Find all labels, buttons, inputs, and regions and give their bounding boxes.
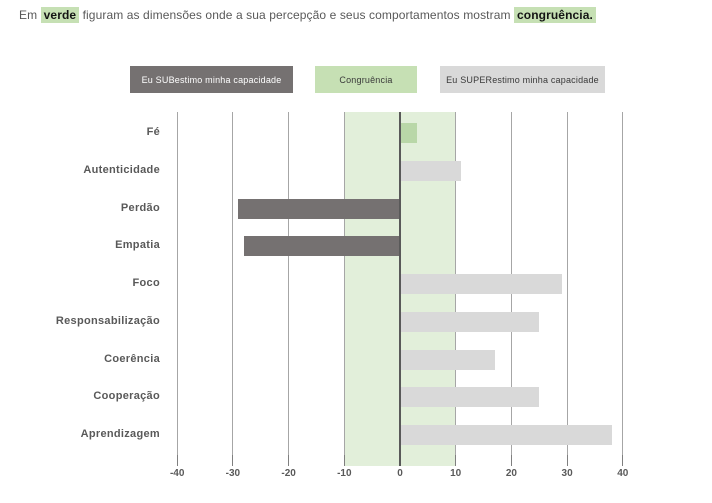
legend-item-congruence: Congruência — [315, 66, 417, 93]
gridline — [343, 112, 345, 455]
x-axis-tick — [510, 455, 512, 466]
category-label-foco: Foco — [132, 277, 160, 289]
x-axis-tick — [622, 455, 624, 466]
x-axis-label: -30 — [225, 468, 241, 479]
category-label-aprendizagem: Aprendizagem — [80, 428, 160, 440]
bar-empatia — [244, 236, 400, 257]
header-sentence: Em verde figuram as dimensões onde a sua… — [19, 7, 596, 23]
gridline — [232, 112, 234, 455]
category-label-fe: Fé — [146, 126, 160, 138]
category-labels-column: Fé Autenticidade Perdão Empatia Foco Responsa… — [0, 112, 160, 466]
bar-foco — [400, 274, 562, 294]
x-axis-label: -10 — [337, 468, 352, 479]
x-axis-tick — [343, 455, 345, 466]
legend-item-subestimate: Eu SUBestimo minha capacidade — [130, 66, 293, 93]
category-label-responsabilizacao: Responsabilização — [55, 314, 160, 327]
category-label-perdao: Perdão — [120, 201, 160, 214]
legend-item-superestimate: Eu SUPERestimo minha capacidade — [440, 66, 605, 93]
bar-chart-plot-area: -40 -30 -20 -10 0 10 20 30 40 — [150, 112, 656, 479]
x-axis-tick — [455, 455, 457, 466]
header-text: figuram as dimensões onde a sua percepçã… — [79, 8, 515, 22]
x-axis-tick — [176, 455, 178, 466]
bar-perdao — [238, 198, 400, 219]
bar-responsabilizacao — [400, 311, 540, 332]
x-axis-label: 40 — [617, 468, 629, 479]
header-highlight-word: verde — [40, 7, 80, 23]
gridline — [288, 112, 290, 455]
zero-axis-line — [399, 112, 401, 466]
gridline — [176, 112, 178, 455]
category-label-autenticidade: Autenticidade — [83, 163, 160, 176]
gridline — [622, 112, 624, 455]
x-axis-tick — [288, 455, 290, 466]
legend-item-congruence-label: Congruência — [339, 74, 393, 85]
bar-autenticidade — [400, 160, 462, 181]
x-axis-label: -20 — [281, 468, 296, 479]
legend-item-superestimate-label: Eu SUPERestimo minha capacidade — [446, 74, 599, 85]
bar-coerencia — [400, 349, 495, 370]
x-axis-label: 20 — [505, 468, 517, 479]
x-axis-tick — [232, 455, 234, 466]
bar-fe — [400, 123, 417, 143]
legend-item-subestimate-label: Eu SUBestimo minha capacidade — [141, 74, 282, 85]
x-axis-label: 10 — [450, 468, 462, 479]
bar-aprendizagem — [400, 425, 612, 445]
x-axis-label: 0 — [397, 468, 403, 479]
category-label-coerencia: Coerência — [104, 352, 160, 365]
x-axis-label: 30 — [561, 468, 573, 479]
bar-cooperacao — [400, 387, 540, 408]
gridline — [566, 112, 568, 455]
x-axis-label: -40 — [169, 468, 185, 479]
x-axis-tick — [566, 455, 568, 466]
category-label-empatia: Empatia — [115, 239, 160, 252]
header-text: Em — [19, 8, 41, 22]
header-highlight-word: congruência. — [514, 7, 596, 23]
category-label-cooperacao: Cooperação — [93, 390, 160, 403]
